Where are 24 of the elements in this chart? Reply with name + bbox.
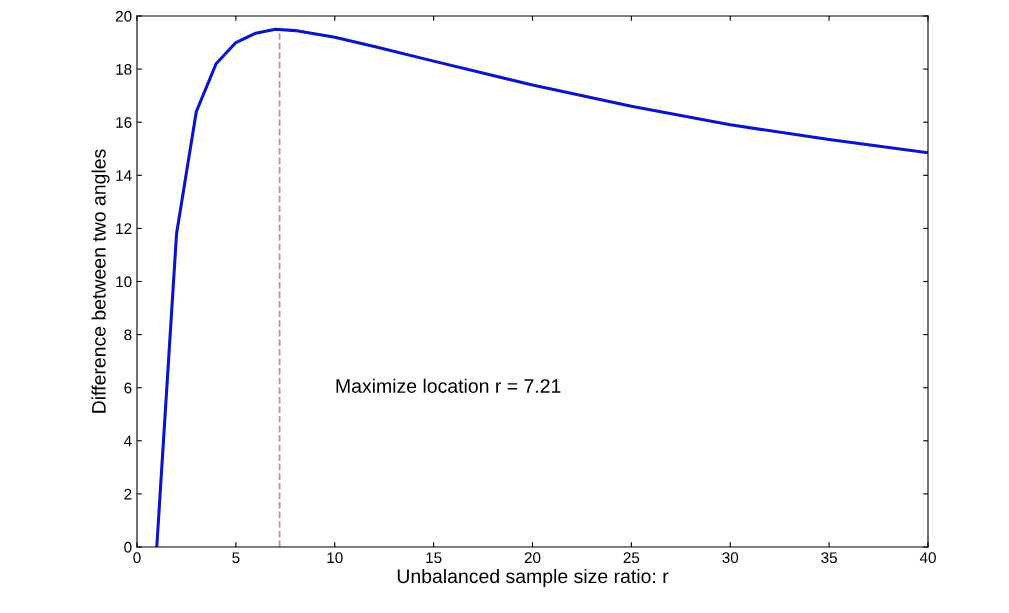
y-axis-title: Difference between two angles [91, 149, 110, 413]
y-tick-label: 10 [116, 276, 132, 288]
x-tick-label: 15 [426, 552, 442, 564]
x-tick-label: 40 [919, 552, 936, 564]
y-tick-label: 8 [124, 329, 132, 341]
y-tick-label: 16 [116, 117, 132, 128]
y-tick-label: 12 [116, 223, 132, 234]
y-tick-label: 20 [115, 10, 132, 22]
line-series [155, 27, 928, 547]
y-tick-label: 18 [116, 63, 132, 75]
x-axis-title: Unbalanced sample size ratio: r [397, 568, 669, 588]
y-tick-label: 4 [123, 435, 132, 447]
x-tick-label: 30 [722, 552, 739, 564]
annotation: Maximize location r = 7.21 [336, 378, 561, 393]
x-tick-label: 20 [524, 552, 541, 564]
x-tick-label: 35 [821, 552, 837, 564]
x-tick-label: 25 [623, 552, 640, 564]
y-tick-label: 14 [116, 170, 132, 181]
y-tick-label: 0 [124, 541, 132, 553]
x-tick-label: 0 [133, 552, 141, 564]
x-tick-label: 10 [327, 552, 343, 564]
y-tick-label: 6 [124, 382, 132, 394]
x-tick-label: 5 [232, 552, 240, 564]
y-tick-label: 2 [124, 488, 132, 500]
